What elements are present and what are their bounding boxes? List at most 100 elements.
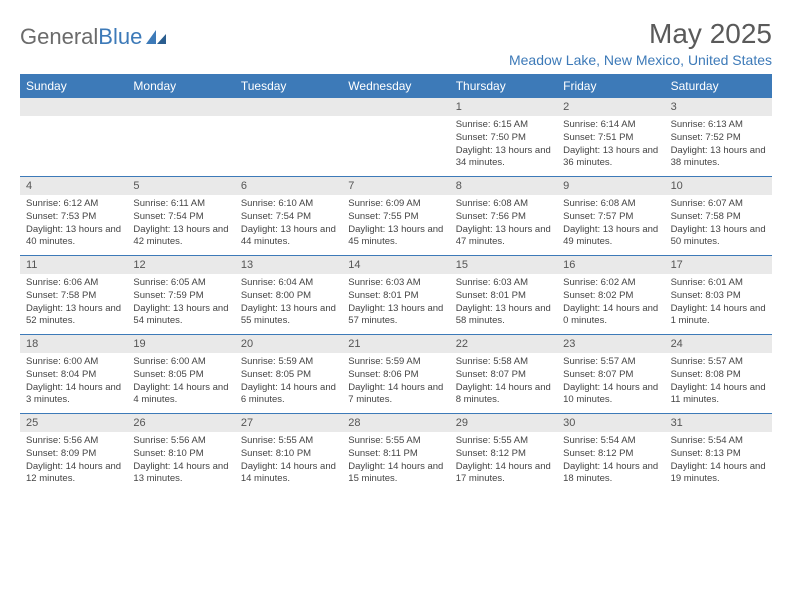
day-body: Sunrise: 6:11 AMSunset: 7:54 PMDaylight:… <box>127 195 234 253</box>
calendar-page: GeneralBlue May 2025 Meadow Lake, New Me… <box>0 0 792 502</box>
sunrise-text: Sunrise: 6:01 AM <box>671 277 766 290</box>
sunset-text: Sunset: 7:53 PM <box>26 211 121 224</box>
day-cell: 5Sunrise: 6:11 AMSunset: 7:54 PMDaylight… <box>127 177 234 255</box>
day-body: Sunrise: 6:03 AMSunset: 8:01 PMDaylight:… <box>450 274 557 332</box>
sunrise-text: Sunrise: 6:13 AM <box>671 119 766 132</box>
day-cell: 26Sunrise: 5:56 AMSunset: 8:10 PMDayligh… <box>127 414 234 492</box>
day-body: Sunrise: 5:56 AMSunset: 8:09 PMDaylight:… <box>20 432 127 490</box>
day-body: Sunrise: 5:55 AMSunset: 8:11 PMDaylight:… <box>342 432 449 490</box>
day-number <box>127 98 234 116</box>
day-body: Sunrise: 6:14 AMSunset: 7:51 PMDaylight:… <box>557 116 664 174</box>
day-cell: 21Sunrise: 5:59 AMSunset: 8:06 PMDayligh… <box>342 335 449 413</box>
sunset-text: Sunset: 8:07 PM <box>456 369 551 382</box>
daylight-text: Daylight: 14 hours and 6 minutes. <box>241 382 336 408</box>
day-cell: 27Sunrise: 5:55 AMSunset: 8:10 PMDayligh… <box>235 414 342 492</box>
sunset-text: Sunset: 7:59 PM <box>133 290 228 303</box>
daylight-text: Daylight: 13 hours and 49 minutes. <box>563 224 658 250</box>
day-body: Sunrise: 5:55 AMSunset: 8:12 PMDaylight:… <box>450 432 557 490</box>
dow-tuesday: Tuesday <box>235 74 342 98</box>
day-body: Sunrise: 6:02 AMSunset: 8:02 PMDaylight:… <box>557 274 664 332</box>
sunset-text: Sunset: 8:01 PM <box>348 290 443 303</box>
day-cell: 22Sunrise: 5:58 AMSunset: 8:07 PMDayligh… <box>450 335 557 413</box>
day-number <box>20 98 127 116</box>
daylight-text: Daylight: 14 hours and 18 minutes. <box>563 461 658 487</box>
day-cell: 23Sunrise: 5:57 AMSunset: 8:07 PMDayligh… <box>557 335 664 413</box>
sunrise-text: Sunrise: 5:56 AM <box>26 435 121 448</box>
month-title: May 2025 <box>509 18 772 50</box>
daylight-text: Daylight: 14 hours and 4 minutes. <box>133 382 228 408</box>
day-body: Sunrise: 6:06 AMSunset: 7:58 PMDaylight:… <box>20 274 127 332</box>
day-body: Sunrise: 5:58 AMSunset: 8:07 PMDaylight:… <box>450 353 557 411</box>
daylight-text: Daylight: 13 hours and 42 minutes. <box>133 224 228 250</box>
weekday-header-row: Sunday Monday Tuesday Wednesday Thursday… <box>20 74 772 98</box>
day-number: 16 <box>557 256 664 274</box>
sunrise-text: Sunrise: 5:56 AM <box>133 435 228 448</box>
daylight-text: Daylight: 14 hours and 13 minutes. <box>133 461 228 487</box>
sunrise-text: Sunrise: 6:10 AM <box>241 198 336 211</box>
sunrise-text: Sunrise: 5:55 AM <box>241 435 336 448</box>
day-body: Sunrise: 6:03 AMSunset: 8:01 PMDaylight:… <box>342 274 449 332</box>
sunrise-text: Sunrise: 5:57 AM <box>563 356 658 369</box>
sunset-text: Sunset: 8:02 PM <box>563 290 658 303</box>
sunset-text: Sunset: 8:07 PM <box>563 369 658 382</box>
day-number <box>342 98 449 116</box>
week-row: 25Sunrise: 5:56 AMSunset: 8:09 PMDayligh… <box>20 414 772 492</box>
sunrise-text: Sunrise: 6:05 AM <box>133 277 228 290</box>
sunrise-text: Sunrise: 5:54 AM <box>671 435 766 448</box>
day-body: Sunrise: 6:04 AMSunset: 8:00 PMDaylight:… <box>235 274 342 332</box>
sunset-text: Sunset: 8:11 PM <box>348 448 443 461</box>
day-number: 10 <box>665 177 772 195</box>
day-cell: 15Sunrise: 6:03 AMSunset: 8:01 PMDayligh… <box>450 256 557 334</box>
daylight-text: Daylight: 14 hours and 11 minutes. <box>671 382 766 408</box>
daylight-text: Daylight: 13 hours and 38 minutes. <box>671 145 766 171</box>
daylight-text: Daylight: 13 hours and 34 minutes. <box>456 145 551 171</box>
day-body: Sunrise: 5:56 AMSunset: 8:10 PMDaylight:… <box>127 432 234 490</box>
daylight-text: Daylight: 13 hours and 44 minutes. <box>241 224 336 250</box>
daylight-text: Daylight: 13 hours and 54 minutes. <box>133 303 228 329</box>
dow-saturday: Saturday <box>665 74 772 98</box>
week-row: 18Sunrise: 6:00 AMSunset: 8:04 PMDayligh… <box>20 335 772 414</box>
daylight-text: Daylight: 14 hours and 8 minutes. <box>456 382 551 408</box>
daylight-text: Daylight: 13 hours and 58 minutes. <box>456 303 551 329</box>
day-number: 17 <box>665 256 772 274</box>
day-number: 7 <box>342 177 449 195</box>
day-number: 29 <box>450 414 557 432</box>
day-cell: 30Sunrise: 5:54 AMSunset: 8:12 PMDayligh… <box>557 414 664 492</box>
sunrise-text: Sunrise: 6:02 AM <box>563 277 658 290</box>
sunset-text: Sunset: 8:10 PM <box>133 448 228 461</box>
sunset-text: Sunset: 7:50 PM <box>456 132 551 145</box>
day-body: Sunrise: 6:00 AMSunset: 8:05 PMDaylight:… <box>127 353 234 411</box>
sunrise-text: Sunrise: 6:11 AM <box>133 198 228 211</box>
day-number: 5 <box>127 177 234 195</box>
day-body: Sunrise: 5:57 AMSunset: 8:08 PMDaylight:… <box>665 353 772 411</box>
daylight-text: Daylight: 14 hours and 10 minutes. <box>563 382 658 408</box>
sunrise-text: Sunrise: 5:58 AM <box>456 356 551 369</box>
day-cell: 10Sunrise: 6:07 AMSunset: 7:58 PMDayligh… <box>665 177 772 255</box>
daylight-text: Daylight: 14 hours and 12 minutes. <box>26 461 121 487</box>
day-number: 13 <box>235 256 342 274</box>
day-number: 23 <box>557 335 664 353</box>
sunrise-text: Sunrise: 6:03 AM <box>456 277 551 290</box>
dow-wednesday: Wednesday <box>342 74 449 98</box>
day-number: 8 <box>450 177 557 195</box>
sunrise-text: Sunrise: 5:59 AM <box>241 356 336 369</box>
daylight-text: Daylight: 14 hours and 0 minutes. <box>563 303 658 329</box>
sunrise-text: Sunrise: 5:59 AM <box>348 356 443 369</box>
day-number: 20 <box>235 335 342 353</box>
sunrise-text: Sunrise: 6:00 AM <box>26 356 121 369</box>
day-number: 12 <box>127 256 234 274</box>
dow-thursday: Thursday <box>450 74 557 98</box>
day-number <box>235 98 342 116</box>
logo-sail-icon <box>144 28 168 46</box>
day-number: 18 <box>20 335 127 353</box>
sunrise-text: Sunrise: 6:04 AM <box>241 277 336 290</box>
day-number: 25 <box>20 414 127 432</box>
sunset-text: Sunset: 7:52 PM <box>671 132 766 145</box>
day-cell: 24Sunrise: 5:57 AMSunset: 8:08 PMDayligh… <box>665 335 772 413</box>
day-body: Sunrise: 5:57 AMSunset: 8:07 PMDaylight:… <box>557 353 664 411</box>
day-body: Sunrise: 5:55 AMSunset: 8:10 PMDaylight:… <box>235 432 342 490</box>
sunrise-text: Sunrise: 6:07 AM <box>671 198 766 211</box>
sunrise-text: Sunrise: 5:55 AM <box>456 435 551 448</box>
daylight-text: Daylight: 14 hours and 1 minute. <box>671 303 766 329</box>
sunset-text: Sunset: 8:12 PM <box>563 448 658 461</box>
